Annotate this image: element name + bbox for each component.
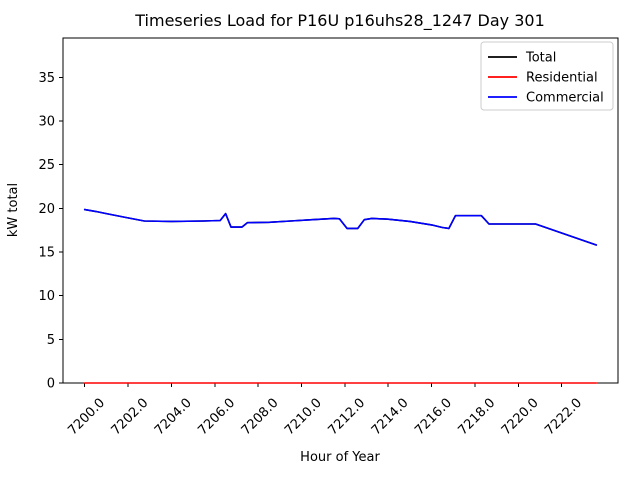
legend-box xyxy=(480,41,614,111)
y-tick-label: 0 xyxy=(47,377,55,392)
y-axis-label: kW total xyxy=(6,183,21,237)
y-tick-label: 5 xyxy=(47,333,55,348)
commercial-line xyxy=(83,208,598,246)
y-tick-label: 25 xyxy=(38,158,55,173)
x-tick-label: 7208.0 xyxy=(239,396,282,439)
legend-label-commercial: Commercial xyxy=(526,91,604,106)
x-tick-label: 7202.0 xyxy=(109,396,152,439)
chart-title: Timeseries Load for P16U p16uhs28_1247 D… xyxy=(134,11,545,31)
x-tick-label: 7216.0 xyxy=(412,396,455,439)
x-tick-label: 7210.0 xyxy=(282,396,325,439)
legend: Total Residential Commercial xyxy=(480,41,614,111)
x-tick-label: 7200.0 xyxy=(65,396,108,439)
y-tick-label: 35 xyxy=(38,71,55,86)
x-tick-label: 7220.0 xyxy=(499,396,542,439)
series-lines xyxy=(83,208,598,384)
y-tick-label: 10 xyxy=(38,289,55,304)
y-axis-ticks: 0 5 10 15 20 25 30 35 xyxy=(38,71,63,392)
x-tick-label: 7204.0 xyxy=(152,396,195,439)
x-tick-label: 7206.0 xyxy=(195,396,238,439)
x-axis-label: Hour of Year xyxy=(300,450,380,465)
legend-label-total: Total xyxy=(525,51,556,66)
y-tick-label: 15 xyxy=(38,245,55,260)
x-tick-label: 7214.0 xyxy=(369,396,412,439)
x-tick-label: 7212.0 xyxy=(325,396,368,439)
x-axis-ticks: 7200.0 7202.0 7204.0 7206.0 7208.0 7210.0 7212… xyxy=(65,383,585,438)
y-tick-label: 20 xyxy=(38,202,55,217)
legend-label-residential: Residential xyxy=(526,71,598,86)
x-tick-label: 7218.0 xyxy=(456,396,499,439)
y-tick-label: 30 xyxy=(38,114,55,129)
total-line xyxy=(83,208,598,246)
x-tick-label: 7222.0 xyxy=(542,396,585,439)
